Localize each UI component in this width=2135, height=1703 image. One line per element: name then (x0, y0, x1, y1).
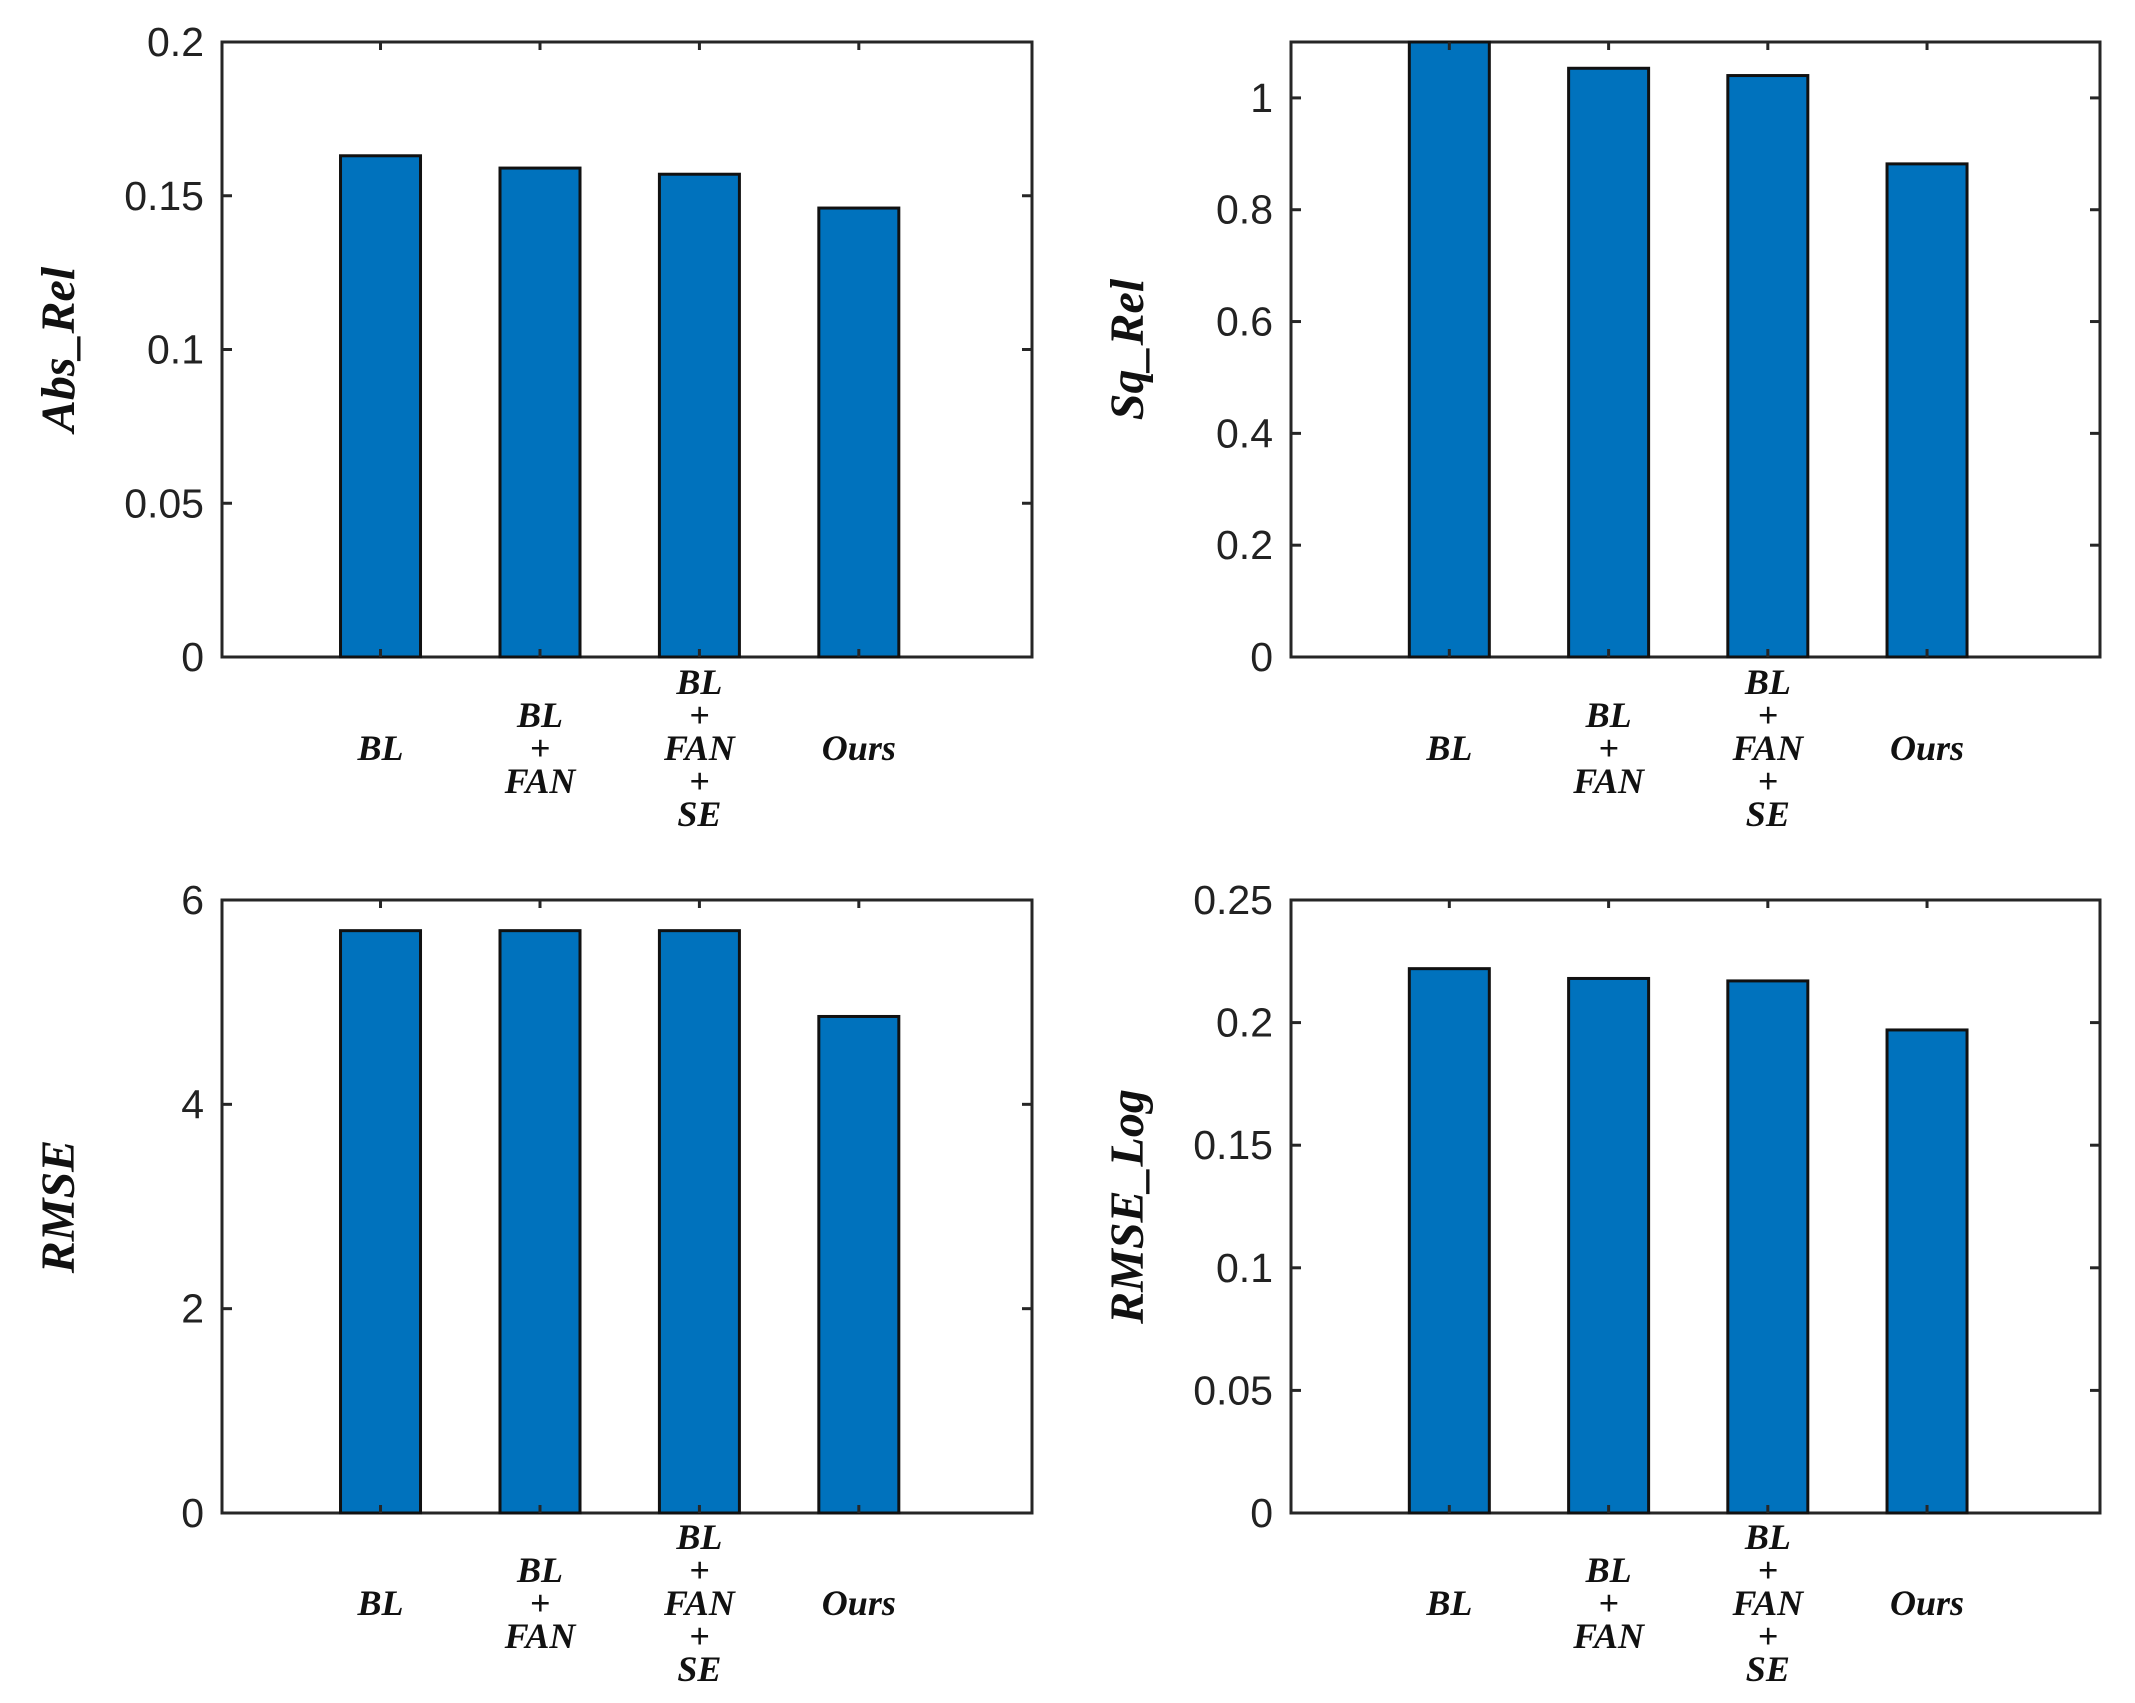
abs-rel-category-label: Ours (822, 728, 896, 768)
rmse-log-category-label: BL (1425, 1583, 1472, 1623)
sq-rel-y-axis-title: Sq_Rel (1101, 278, 1154, 420)
rmse-category-label: BL (357, 1583, 404, 1623)
rmse-y-tick-label: 4 (181, 1081, 204, 1127)
abs-rel-category-label: BL + FAN + SE (663, 662, 737, 834)
rmse-log-bar-bl (1407, 967, 1491, 1515)
abs-rel-y-tick-label: 0.05 (124, 480, 204, 526)
abs-rel-y-tick-label: 0.2 (147, 19, 204, 65)
rmse-y-tick-label: 2 (181, 1286, 204, 1332)
rmse-log-y-tick-label: 0.1 (1216, 1245, 1273, 1291)
sq-rel-bar-ours (1885, 162, 1969, 659)
sq-rel-y-tick-label: 1 (1250, 75, 1273, 121)
abs-rel-panel: BL BL + FAN BL + FAN + SE Ours 0 0.05 0.1 0.15 0.2 Abs_… (32, 19, 1034, 834)
rmse-bar-ours (817, 1014, 901, 1515)
rmse-y-tick-label: 6 (181, 877, 204, 923)
rmse-bar-bl-fan-se (657, 929, 741, 1515)
sq-rel-y-tick-label: 0.8 (1216, 187, 1273, 233)
abs-rel-y-axis-title: Abs_Rel (32, 266, 85, 435)
abs-rel-bar-bl (339, 154, 423, 659)
sq-rel-category-label: BL (1425, 728, 1472, 768)
sq-rel-y-tick-label: 0.6 (1216, 299, 1273, 345)
rmse-log-panel: BL BL + FAN BL + FAN + SE Ours 0 0.05 0.1 0.15 0.2 0.25… (1101, 877, 2102, 1689)
rmse-log-bar-ours (1885, 1028, 1969, 1515)
rmse-y-tick-label: 0 (181, 1490, 204, 1536)
abs-rel-bar-bl-fan (498, 166, 582, 659)
rmse-log-category-label: BL + FAN (1572, 1550, 1646, 1656)
rmse-log-y-axis-title: RMSE_Log (1101, 1089, 1154, 1325)
sq-rel-panel: BL BL + FAN BL + FAN + SE Ours 0 0.2 0.4 0.6 0.8 1 Sq_Re… (1101, 40, 2102, 834)
rmse-log-bar-bl-fan (1567, 976, 1651, 1515)
sq-rel-bar-bl-fan (1567, 66, 1651, 659)
rmse-category-label: BL + FAN + SE (663, 1517, 737, 1689)
rmse-log-category-label: BL + FAN + SE (1731, 1517, 1805, 1689)
rmse-category-label: Ours (822, 1583, 896, 1623)
rmse-log-y-tick-label: 0.2 (1216, 1000, 1273, 1046)
abs-rel-bar-bl-fan-se (657, 172, 741, 659)
sq-rel-y-tick-label: 0.2 (1216, 522, 1273, 568)
sq-rel-y-tick-label: 0 (1250, 634, 1273, 680)
sq-rel-bar-bl (1407, 40, 1491, 659)
rmse-log-y-tick-label: 0.15 (1193, 1122, 1273, 1168)
sq-rel-y-tick-label: 0.4 (1216, 410, 1273, 456)
rmse-category-label: BL + FAN (504, 1550, 578, 1656)
abs-rel-y-tick-label: 0.1 (147, 327, 204, 373)
rmse-bar-bl-fan (498, 929, 582, 1515)
abs-rel-y-tick-label: 0.15 (124, 173, 204, 219)
sq-rel-bar-bl-fan-se (1726, 74, 1810, 659)
rmse-log-bar-bl-fan-se (1726, 979, 1810, 1515)
sq-rel-category-label: BL + FAN (1572, 695, 1646, 801)
abs-rel-category-label: BL + FAN (504, 695, 578, 801)
sq-rel-category-label: BL + FAN + SE (1731, 662, 1805, 834)
abs-rel-category-label: BL (357, 728, 404, 768)
rmse-log-y-tick-label: 0.05 (1193, 1367, 1273, 1413)
rmse-y-axis-title: RMSE (32, 1140, 85, 1274)
abs-rel-bar-ours (817, 206, 901, 659)
rmse-log-y-tick-label: 0.25 (1193, 877, 1273, 923)
abs-rel-y-tick-label: 0 (181, 634, 204, 680)
sq-rel-category-label: Ours (1890, 728, 1964, 768)
rmse-log-category-label: Ours (1890, 1583, 1964, 1623)
rmse-panel: BL BL + FAN BL + FAN + SE Ours 0 2 4 6 RMSE (32, 877, 1034, 1689)
rmse-log-y-tick-label: 0 (1250, 1490, 1273, 1536)
rmse-bar-bl (339, 929, 423, 1515)
